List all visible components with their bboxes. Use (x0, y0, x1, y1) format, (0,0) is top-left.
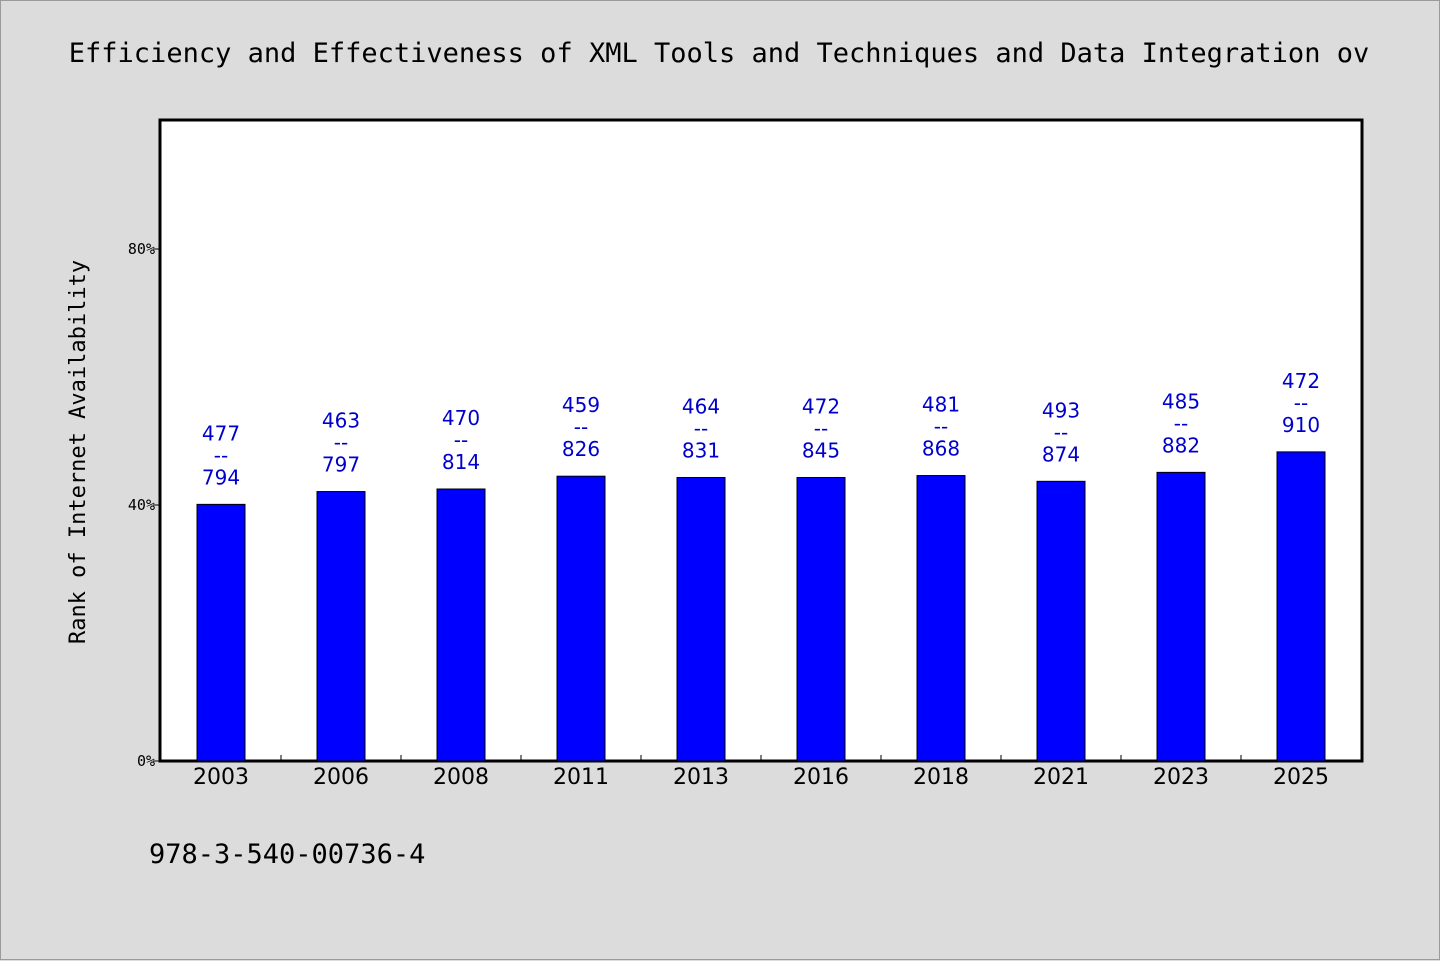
x-tick-label: 2011 (553, 765, 609, 790)
bar-data-label: -- (454, 428, 468, 452)
bar-data-label: 463 (322, 409, 360, 433)
x-tick-label: 2013 (673, 765, 729, 790)
y-axis: 0% 40% 80% (128, 240, 161, 770)
x-axis: 2003 2006 2008 2011 2013 2016 2018 2021 2023 2025 (193, 755, 1329, 790)
bar (1276, 451, 1326, 762)
bar-data-label: 910 (1282, 413, 1320, 437)
x-tick-label: 2006 (313, 765, 369, 790)
bar (676, 476, 726, 762)
bar-data-label: -- (574, 415, 588, 439)
bar-data-label: -- (214, 443, 228, 467)
bar-data-label: 882 (1162, 433, 1200, 457)
bar-data-label: -- (934, 415, 948, 439)
y-tick-label: 0% (137, 752, 155, 770)
bar (1156, 471, 1206, 762)
bar-data-label: 464 (682, 394, 720, 418)
x-tick-label: 2003 (193, 765, 249, 790)
data-labels: 477--794463--797470--814459--826464--831… (202, 369, 1320, 489)
x-tick-label: 2023 (1153, 765, 1209, 790)
bar-data-label: 874 (1042, 442, 1080, 466)
bar (436, 488, 486, 762)
bar (556, 475, 606, 762)
bar-series (196, 451, 1326, 762)
bar (916, 475, 966, 762)
bar-data-label: -- (694, 416, 708, 440)
bar-data-label: 797 (322, 453, 360, 477)
bar-data-label: -- (1054, 420, 1068, 444)
bar-data-label: -- (334, 431, 348, 455)
bar-data-label: 493 (1042, 398, 1080, 422)
chart-title: Efficiency and Effectiveness of XML Tool… (69, 38, 1369, 69)
bar-data-label: 470 (442, 406, 480, 430)
bar (196, 503, 246, 762)
x-tick-label: 2008 (433, 765, 489, 790)
bar-data-label: -- (1294, 391, 1308, 415)
bar (316, 491, 366, 762)
bar-data-label: 472 (1282, 369, 1320, 393)
y-axis-label: Rank of Internet Availability (66, 260, 91, 644)
bar-data-label: 868 (922, 437, 960, 461)
x-tick-label: 2021 (1033, 765, 1089, 790)
bar-data-label: 794 (202, 465, 240, 489)
bar-data-label: 459 (562, 393, 600, 417)
bar-data-label: 831 (682, 438, 720, 462)
bar (1036, 480, 1086, 762)
bar-data-label: 472 (802, 394, 840, 418)
bar-data-label: 845 (802, 438, 840, 462)
bar-data-label: -- (1174, 411, 1188, 435)
y-tick-label: 80% (128, 240, 155, 258)
bar-data-label: -- (814, 416, 828, 440)
bar-data-label: 826 (562, 437, 600, 461)
y-tick-label: 40% (128, 496, 155, 514)
bar-data-label: 485 (1162, 389, 1200, 413)
x-tick-label: 2025 (1273, 765, 1329, 790)
footer-isbn: 978-3-540-00736-4 (149, 839, 425, 870)
x-tick-label: 2018 (913, 765, 969, 790)
bar-data-label: 477 (202, 421, 240, 445)
x-tick-label: 2016 (793, 765, 849, 790)
bar (796, 476, 846, 762)
bar-data-label: 481 (922, 393, 960, 417)
bar-data-label: 814 (442, 450, 480, 474)
